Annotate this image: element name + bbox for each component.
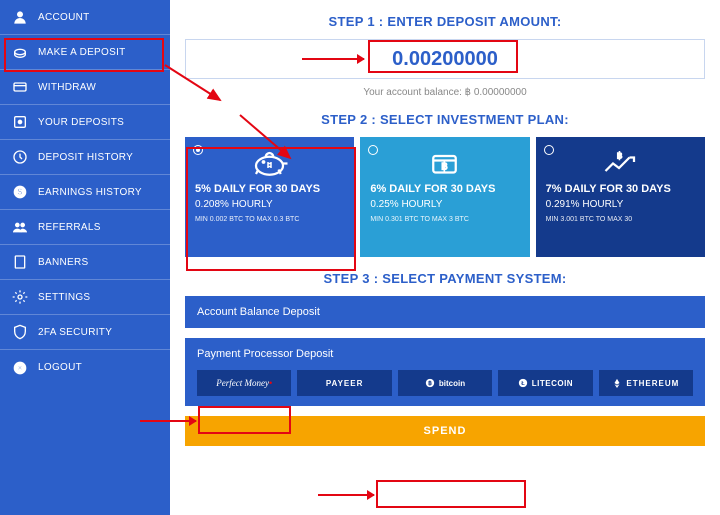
proc-litecoin[interactable]: Ł LITECOIN (498, 370, 592, 396)
plan-min: MIN 0.301 BTC TO MAX 3 BTC (370, 216, 519, 223)
plan-hourly: 0.208% HOURLY (195, 199, 344, 210)
proc-payeer[interactable]: PAYEER (297, 370, 391, 396)
litecoin-icon: Ł (518, 378, 528, 388)
step2-title: STEP 2 : SELECT INVESTMENT PLAN: (185, 112, 705, 127)
pp-deposit-label: Payment Processor Deposit (197, 348, 693, 360)
svg-text:$: $ (18, 188, 23, 197)
proc-bitcoin[interactable]: ฿ bitcoin (398, 370, 492, 396)
sidebar-item-your-deposits[interactable]: YOUR DEPOSITS (0, 105, 170, 140)
proc-label: Perfect Money• (216, 378, 272, 388)
plan-2[interactable]: ฿ 6% DAILY FOR 30 DAYS 0.25% HOURLY MIN … (360, 137, 529, 257)
sidebar-item-withdraw[interactable]: WITHDRAW (0, 70, 170, 105)
logout-icon: × (10, 358, 30, 378)
svg-text:฿: ฿ (428, 380, 432, 387)
sidebar-item-label: ACCOUNT (38, 12, 90, 23)
sidebar-item-logout[interactable]: × LOGOUT (0, 350, 170, 385)
sidebar-item-label: BANNERS (38, 257, 88, 268)
sidebar-item-label: LOGOUT (38, 362, 82, 373)
plan-radio-icon (193, 145, 203, 155)
processors-row: Perfect Money• PAYEER ฿ bitcoin Ł LITECOIN… (197, 370, 693, 396)
proc-label: LITECOIN (532, 379, 573, 388)
gear-icon (10, 287, 30, 307)
plan-3[interactable]: ฿ 7% DAILY FOR 30 DAYS 0.291% HOURLY MIN… (536, 137, 705, 257)
step3-title: STEP 3 : SELECT PAYMENT SYSTEM: (185, 271, 705, 286)
wallet-b-icon: ฿ (370, 147, 519, 177)
sidebar-item-2fa[interactable]: 2FA SECURITY (0, 315, 170, 350)
proc-label: bitcoin (439, 379, 465, 388)
plan-rate: 5% DAILY FOR 30 DAYS (195, 183, 344, 195)
payment-processor-deposit: Payment Processor Deposit Perfect Money•… (185, 338, 705, 406)
svg-text:฿: ฿ (617, 150, 623, 160)
sidebar-item-make-deposit[interactable]: MAKE A DEPOSIT (0, 35, 170, 70)
svg-text:฿: ฿ (442, 161, 449, 173)
plans-row: 5% DAILY FOR 30 DAYS 0.208% HOURLY MIN 0… (185, 137, 705, 257)
spend-label: SPEND (424, 425, 467, 437)
sidebar-item-label: REFERRALS (38, 222, 101, 233)
sidebar: ACCOUNT MAKE A DEPOSIT WITHDRAW YOUR DEP… (0, 0, 170, 515)
shield-icon (10, 322, 30, 342)
sidebar-item-banners[interactable]: BANNERS (0, 245, 170, 280)
sidebar-item-label: WITHDRAW (38, 82, 96, 93)
deposit-icon (10, 42, 30, 62)
plan-hourly: 0.25% HOURLY (370, 199, 519, 210)
plan-min: MIN 0.002 BTC TO MAX 0.3 BTC (195, 216, 344, 223)
plan-rate: 7% DAILY FOR 30 DAYS (546, 183, 695, 195)
proc-label: ETHEREUM (626, 379, 679, 388)
sidebar-item-account[interactable]: ACCOUNT (0, 0, 170, 35)
sidebar-item-label: SETTINGS (38, 292, 90, 303)
proc-ethereum[interactable]: ETHEREUM (599, 370, 693, 396)
account-balance-deposit[interactable]: Account Balance Deposit (185, 296, 705, 328)
withdraw-icon (10, 77, 30, 97)
ab-deposit-label: Account Balance Deposit (197, 306, 320, 318)
main-content: STEP 1 : ENTER DEPOSIT AMOUNT: Your acco… (170, 0, 720, 515)
plan-1[interactable]: 5% DAILY FOR 30 DAYS 0.208% HOURLY MIN 0… (185, 137, 354, 257)
step1-title: STEP 1 : ENTER DEPOSIT AMOUNT: (185, 14, 705, 29)
sidebar-item-label: DEPOSIT HISTORY (38, 152, 133, 163)
dollar-icon: $ (10, 182, 30, 202)
plan-radio-icon (544, 145, 554, 155)
clock-icon (10, 147, 30, 167)
sidebar-item-settings[interactable]: SETTINGS (0, 280, 170, 315)
spend-button[interactable]: SPEND (185, 416, 705, 446)
piggy-icon (195, 147, 344, 177)
sidebar-item-earnings-history[interactable]: $ EARNINGS HISTORY (0, 175, 170, 210)
banner-icon (10, 252, 30, 272)
plan-rate: 6% DAILY FOR 30 DAYS (370, 183, 519, 195)
bitcoin-icon: ฿ (425, 378, 435, 388)
proc-label: PAYEER (326, 379, 364, 388)
user-icon (10, 7, 30, 27)
sidebar-item-label: MAKE A DEPOSIT (38, 47, 126, 58)
sidebar-item-referrals[interactable]: REFERRALS (0, 210, 170, 245)
sidebar-item-label: EARNINGS HISTORY (38, 187, 142, 198)
growth-icon: ฿ (546, 147, 695, 177)
plan-min: MIN 3.001 BTC TO MAX 30 (546, 216, 695, 223)
sidebar-item-deposit-history[interactable]: DEPOSIT HISTORY (0, 140, 170, 175)
ethereum-icon (612, 378, 622, 388)
referrals-icon (10, 217, 30, 237)
wallet-icon (10, 112, 30, 132)
plan-hourly: 0.291% HOURLY (546, 199, 695, 210)
deposit-amount-input[interactable] (185, 39, 705, 79)
svg-text:×: × (18, 363, 23, 372)
proc-perfectmoney[interactable]: Perfect Money• (197, 370, 291, 396)
sidebar-item-label: 2FA SECURITY (38, 327, 112, 338)
sidebar-item-label: YOUR DEPOSITS (38, 117, 124, 128)
balance-text: Your account balance: ฿ 0.00000000 (185, 87, 705, 98)
